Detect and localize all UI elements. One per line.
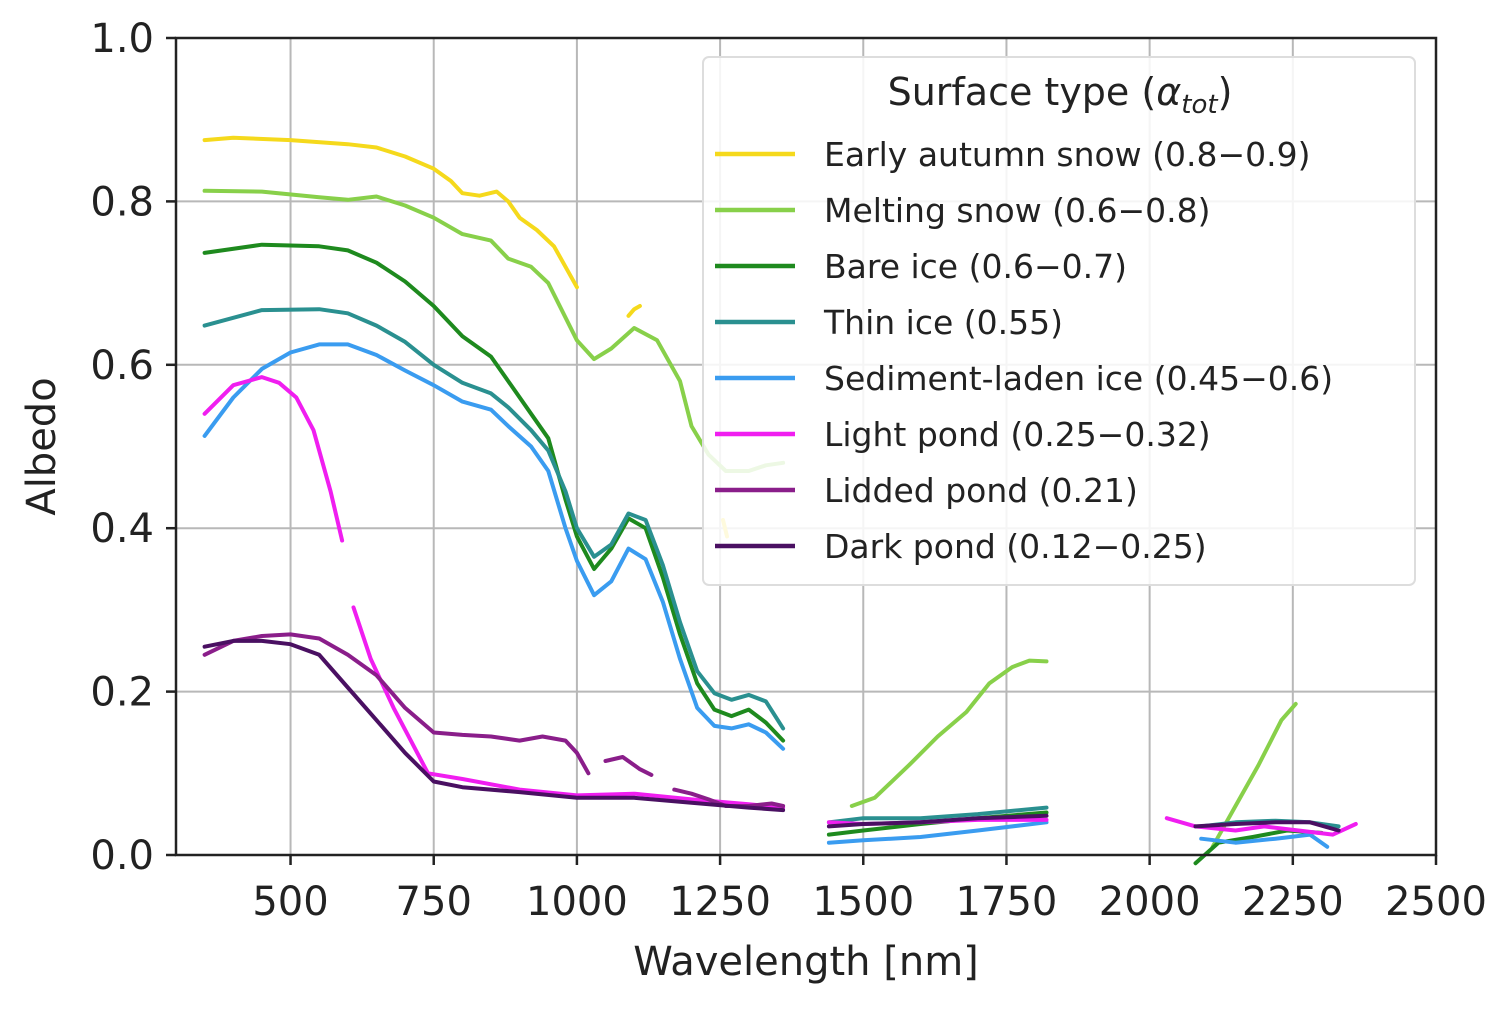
series-line-2 [849, 658, 1049, 808]
legend-label: Thin ice (0.55) [823, 303, 1063, 342]
legend-items: Early autumn snow (0.8−0.9) Melting snow … [715, 135, 1333, 566]
x-axis-title: Wavelength [nm] [633, 939, 979, 985]
series-line-6 [202, 375, 345, 543]
legend-title-main: Surface type ( [888, 70, 1157, 114]
y-tick-label: 0.4 [90, 506, 154, 552]
y-tick-label: 1.0 [90, 16, 154, 62]
legend-box [702, 56, 1416, 586]
series-lines [202, 135, 1358, 866]
legend-title-subscript: tot [1181, 90, 1218, 120]
x-tick-label: 1250 [669, 879, 771, 925]
series-line-5 [202, 342, 786, 751]
series-line-4 [202, 307, 786, 731]
y-tick-label: 0.0 [90, 833, 154, 879]
legend-title-close: ) [1218, 70, 1233, 114]
legend: Surface type (αtot) Early autumn snow (0… [702, 56, 1416, 586]
legend-label: Light pond (0.25−0.32) [824, 415, 1211, 454]
series-line-7 [202, 632, 591, 776]
legend-title-symbol: α [1156, 70, 1181, 114]
y-tick-label: 0.6 [90, 343, 154, 389]
series-line-5 [1199, 832, 1330, 849]
series-line-4 [826, 805, 1049, 825]
x-tick-label: 1750 [956, 879, 1058, 925]
series-line-1 [626, 304, 642, 318]
series-line-8 [1193, 820, 1341, 833]
series-line-6 [351, 605, 786, 810]
x-tick-label: 1500 [812, 879, 914, 925]
series-line-5 [826, 820, 1049, 845]
x-tick-label: 1000 [526, 879, 628, 925]
legend-label: Dark pond (0.12−0.25) [824, 527, 1207, 566]
x-tick-label: 2500 [1385, 879, 1487, 925]
series-line-8 [826, 813, 1049, 829]
legend-label: Bare ice (0.6−0.7) [824, 247, 1127, 286]
axis-ticks: 500 750 1000 1250 1500 1750 2000 2250 2500 0.0 0.2… [90, 16, 1487, 925]
x-tick-label: 2000 [1099, 879, 1201, 925]
legend-label: Early autumn snow (0.8−0.9) [824, 135, 1311, 174]
x-tick-label: 500 [252, 879, 328, 925]
y-tick-label: 0.8 [90, 179, 154, 225]
series-line-2 [1210, 701, 1298, 849]
y-tick-label: 0.2 [90, 670, 154, 716]
legend-label: Melting snow (0.6−0.8) [824, 191, 1211, 230]
legend-label: Lidded pond (0.21) [824, 471, 1138, 510]
series-line-1 [202, 135, 579, 290]
legend-label: Sediment-laden ice (0.45−0.6) [824, 359, 1333, 398]
legend-title: Surface type (αtot) [888, 70, 1233, 120]
x-tick-label: 2250 [1242, 879, 1344, 925]
series-line-3 [202, 242, 786, 743]
series-line-8 [202, 638, 786, 813]
x-tick-label: 750 [396, 879, 472, 925]
y-axis-title: Albedo [19, 377, 65, 515]
series-line-7 [603, 755, 654, 777]
plot-frame [174, 36, 1438, 857]
